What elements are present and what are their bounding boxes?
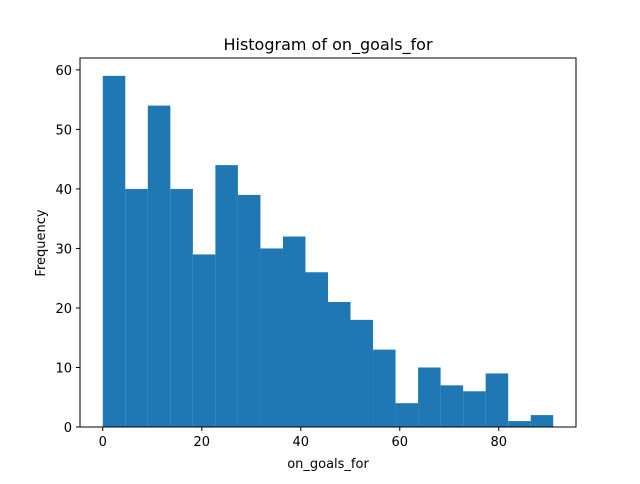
histogram-bar-14 <box>418 367 441 427</box>
histogram-bar-8 <box>282 236 306 427</box>
x-tick-label-4: 80 <box>491 435 508 450</box>
histogram-bar-6 <box>237 194 261 427</box>
y-tick-label-6: 60 <box>55 64 72 79</box>
x-axis-label: on_goals_for <box>287 457 369 472</box>
histogram-bar-2 <box>147 105 171 427</box>
y-axis-ticks: 0 10 20 30 40 50 60 <box>55 64 80 436</box>
histogram-bar-1 <box>125 188 148 427</box>
histogram-bar-18 <box>508 421 531 427</box>
histogram-bar-9 <box>305 272 328 427</box>
histogram-bar-11 <box>350 319 374 427</box>
axes-frame <box>79 57 577 428</box>
y-tick-label-5: 50 <box>55 123 72 138</box>
histogram-bar-17 <box>485 373 509 427</box>
histogram-bar-16 <box>463 391 486 427</box>
histogram-bar-0 <box>102 75 126 428</box>
histogram-bar-15 <box>440 385 464 427</box>
chart-title: Histogram of on_goals_for <box>223 35 432 55</box>
y-tick-label-2: 20 <box>55 302 72 317</box>
y-tick-label-3: 30 <box>55 242 72 257</box>
bars-group <box>102 75 554 428</box>
histogram-bar-7 <box>260 248 283 427</box>
histogram-bar-13 <box>395 403 419 427</box>
y-tick-label-0: 0 <box>64 421 72 436</box>
histogram-bar-12 <box>373 349 396 427</box>
x-tick-label-1: 20 <box>193 435 210 450</box>
y-tick-label-1: 10 <box>55 361 72 376</box>
x-tick-label-2: 40 <box>293 435 310 450</box>
histogram-bar-19 <box>530 415 554 427</box>
histogram-bar-4 <box>192 254 216 427</box>
histogram-bar-3 <box>170 188 193 427</box>
y-axis-label: Frequency <box>34 209 49 276</box>
x-tick-label-3: 60 <box>392 435 409 450</box>
x-tick-label-0: 0 <box>99 435 107 450</box>
histogram-bar-10 <box>328 302 351 427</box>
x-axis-ticks: 0 20 40 60 80 <box>99 427 507 450</box>
y-tick-label-4: 40 <box>55 183 72 198</box>
histogram-bar-5 <box>215 165 238 427</box>
